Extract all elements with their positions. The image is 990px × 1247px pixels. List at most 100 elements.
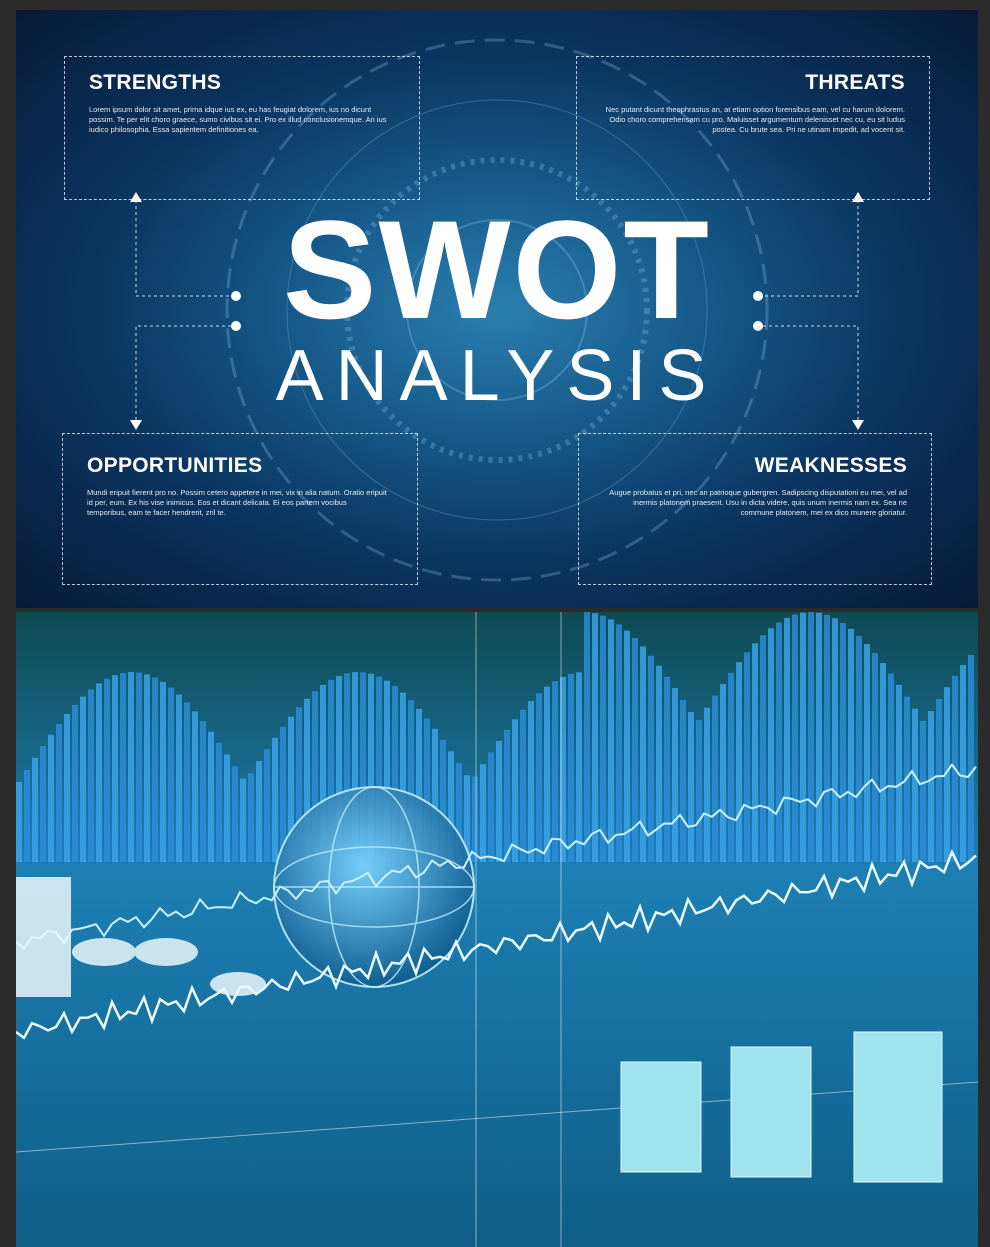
backdrop-bar — [896, 685, 902, 862]
heading: WEAKNESSES — [579, 454, 907, 478]
backdrop-bar — [832, 618, 838, 862]
backdrop-bar — [760, 635, 766, 862]
backdrop-bar — [88, 689, 94, 862]
backdrop-bar — [104, 679, 110, 862]
backdrop-bar — [512, 719, 518, 862]
backdrop-bar — [680, 700, 686, 862]
backdrop-bar — [264, 749, 270, 862]
backdrop-bar — [16, 782, 22, 862]
backdrop-bar — [56, 724, 62, 862]
backdrop-bar — [688, 712, 694, 862]
body-text: Mundi eripuit fierent pro no. Possim cet… — [87, 488, 387, 518]
backdrop-bar — [960, 665, 966, 862]
backdrop-bar — [824, 615, 830, 862]
backdrop-bar — [728, 673, 734, 862]
backdrop-bar — [152, 678, 158, 862]
backdrop-bar — [736, 662, 742, 862]
backdrop-bar — [272, 738, 278, 862]
page: STRENGTHS Lorem ipsum dolor sit amet, pr… — [0, 0, 990, 1247]
backdrop-bar — [240, 779, 246, 862]
weaknesses-box: WEAKNESSES Augue probatus et pri, nec an… — [578, 433, 932, 585]
backdrop-bar — [24, 770, 30, 862]
body-text: Augue probatus et pri, nec an patrioque … — [607, 488, 907, 518]
backdrop-bar — [792, 615, 798, 862]
backdrop-bar — [624, 631, 630, 862]
backdrop-bar — [936, 699, 942, 862]
backdrop-bar — [704, 708, 710, 862]
threats-box: THREATS Nec putant dicunt theophrastus a… — [576, 56, 930, 200]
opportunities-box: OPPORTUNITIES Mundi eripuit fierent pro … — [62, 433, 418, 585]
backdrop-bar — [208, 732, 214, 862]
backdrop-bar — [144, 674, 150, 862]
backdrop-bar — [552, 681, 558, 862]
coin-stack — [16, 877, 71, 997]
backdrop-bar — [712, 696, 718, 862]
backdrop-bar — [528, 701, 534, 862]
backdrop-bar — [848, 629, 854, 862]
backdrop-bar — [48, 735, 54, 862]
backdrop-bar — [656, 666, 662, 862]
backdrop-bar — [472, 776, 478, 862]
backdrop-bar — [40, 746, 46, 862]
block — [854, 1032, 942, 1182]
coin — [134, 938, 198, 966]
backdrop-bar — [176, 695, 182, 862]
backdrop-bar — [776, 622, 782, 862]
backdrop-bar — [160, 682, 166, 862]
backdrop-bar — [664, 677, 670, 862]
backdrop-bar — [64, 714, 70, 862]
backdrop-bar — [752, 643, 758, 862]
block — [621, 1062, 701, 1172]
coin — [210, 972, 266, 996]
backdrop-bar — [888, 674, 894, 862]
strengths-box: STRENGTHS Lorem ipsum dolor sit amet, pr… — [64, 56, 420, 200]
backdrop-bar — [192, 711, 198, 862]
backdrop-bar — [520, 710, 526, 862]
backdrop-bar — [768, 628, 774, 862]
subtitle: ANALYSIS — [16, 340, 978, 412]
backdrop-bar — [872, 653, 878, 862]
backdrop-bar — [856, 636, 862, 862]
backdrop-bar — [800, 613, 806, 862]
backdrop-bar — [744, 652, 750, 862]
backdrop-bar — [840, 623, 846, 862]
backdrop-bar — [808, 612, 814, 862]
backdrop-bar — [120, 673, 126, 862]
backdrop-bar — [568, 674, 574, 862]
backdrop-bar — [600, 616, 606, 862]
backdrop-bar — [248, 773, 254, 862]
backdrop-bar — [912, 709, 918, 862]
backdrop-bar — [32, 758, 38, 862]
backdrop-bar — [608, 619, 614, 862]
heading: STRENGTHS — [89, 71, 419, 95]
backdrop-bar — [816, 613, 822, 862]
body-text: Nec putant dicunt theophrastus an, at et… — [605, 105, 905, 135]
backdrop-bar — [672, 688, 678, 862]
backdrop-bar — [80, 697, 86, 862]
backdrop-bar — [536, 693, 542, 862]
backdrop-bar — [480, 764, 486, 862]
swot-banner: STRENGTHS Lorem ipsum dolor sit amet, pr… — [16, 10, 978, 608]
backdrop-bar — [200, 721, 206, 862]
arrow — [852, 420, 864, 430]
finance-image — [16, 612, 978, 1247]
backdrop-bar — [232, 766, 238, 862]
backdrop-bar — [784, 618, 790, 862]
backdrop-bar — [136, 673, 142, 862]
backdrop-bar — [616, 624, 622, 862]
backdrop-bar — [968, 655, 974, 862]
backdrop-bar — [504, 730, 510, 862]
arrow — [130, 420, 142, 430]
block — [731, 1047, 811, 1177]
backdrop-bar — [184, 702, 190, 862]
backdrop-bar — [72, 705, 78, 862]
body-text: Lorem ipsum dolor sit amet, prima idque … — [89, 105, 389, 135]
heading: OPPORTUNITIES — [87, 454, 417, 478]
coin — [72, 938, 136, 966]
heading: THREATS — [577, 71, 905, 95]
backdrop-bar — [720, 684, 726, 862]
backdrop-bar — [544, 687, 550, 862]
backdrop-bar — [928, 711, 934, 862]
backdrop-bar — [880, 663, 886, 862]
title: SWOT — [16, 200, 978, 340]
